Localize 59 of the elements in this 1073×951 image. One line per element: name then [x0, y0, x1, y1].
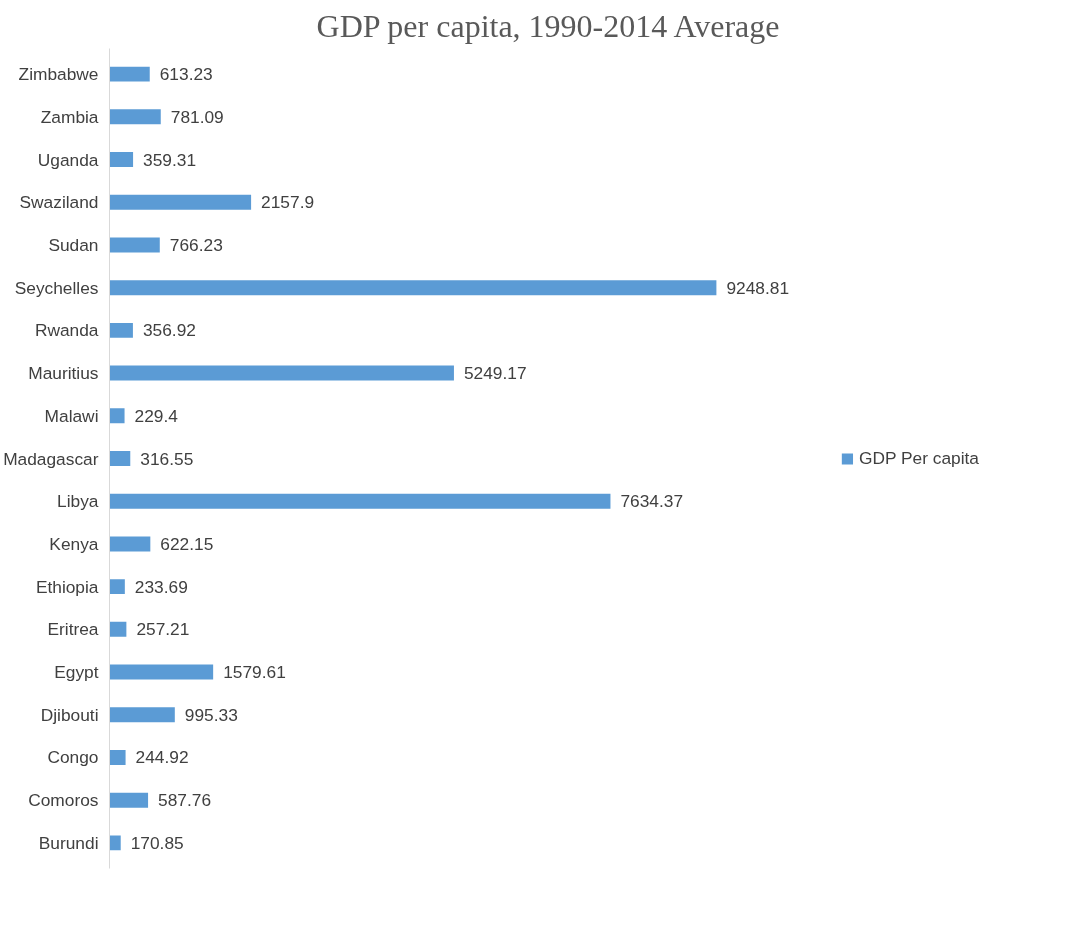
bar: [109, 579, 125, 595]
data-label: 359.31: [143, 149, 197, 170]
data-label: 995.33: [184, 704, 238, 725]
bar: [109, 707, 175, 723]
y-tick-label: Ethiopia: [35, 576, 99, 597]
bar: [109, 66, 150, 82]
chart-title: GDP per capita, 1990-2014 Average: [316, 7, 780, 44]
data-label: 9248.81: [726, 277, 790, 298]
bar: [109, 493, 611, 509]
y-tick-label: Zambia: [40, 106, 99, 127]
bar: [109, 792, 149, 808]
y-tick-label: Eritrea: [47, 619, 99, 640]
bar: [109, 280, 717, 296]
data-label: 622.15: [160, 533, 214, 554]
y-tick-label: Libya: [57, 491, 99, 512]
y-tick-label: Uganda: [37, 149, 99, 170]
data-label: 170.85: [130, 832, 184, 853]
bar: [109, 322, 133, 338]
y-tick-label: Djibouti: [40, 704, 99, 725]
data-label: 316.55: [140, 448, 194, 469]
y-tick-label: Malawi: [44, 405, 99, 426]
data-label: 244.92: [135, 747, 189, 768]
data-label: 613.23: [159, 64, 213, 85]
bar: [109, 835, 121, 851]
data-label: 229.4: [134, 405, 179, 426]
data-label: 766.23: [169, 234, 223, 255]
y-tick-label: Rwanda: [34, 320, 99, 341]
y-tick-label: Zimbabwe: [18, 64, 99, 85]
data-label: 1579.61: [223, 662, 286, 683]
data-label: 2157.9: [261, 192, 315, 213]
y-tick-label: Kenya: [49, 533, 99, 554]
bar: [109, 365, 454, 381]
y-tick-label: Madagascar: [3, 448, 99, 469]
y-tick-label: Congo: [47, 747, 99, 768]
bar: [109, 152, 134, 168]
bar: [109, 408, 125, 424]
data-label: 7634.37: [620, 491, 684, 512]
bar: [109, 194, 252, 210]
legend-label: GDP Per capita: [858, 447, 979, 469]
data-label: 257.21: [136, 619, 190, 640]
bar: [109, 237, 160, 253]
data-label: 233.69: [134, 576, 188, 597]
y-tick-label: Burundi: [38, 832, 99, 853]
bar: [109, 621, 127, 637]
y-tick-label: Mauritius: [28, 363, 99, 384]
y-tick-label: Swaziland: [19, 192, 99, 213]
bar: [109, 536, 151, 552]
data-label: 781.09: [170, 106, 224, 127]
y-tick-label: Seychelles: [14, 277, 99, 298]
data-label: 5249.17: [463, 363, 527, 384]
y-tick-label: Sudan: [48, 234, 99, 255]
bar: [109, 664, 214, 680]
y-tick-label: Comoros: [28, 790, 99, 811]
data-label: 356.92: [142, 320, 196, 341]
bar: [109, 749, 126, 765]
y-tick-label: Egypt: [54, 662, 99, 683]
bar: [109, 109, 161, 125]
data-label: 587.76: [158, 790, 212, 811]
bar: [109, 451, 131, 466]
